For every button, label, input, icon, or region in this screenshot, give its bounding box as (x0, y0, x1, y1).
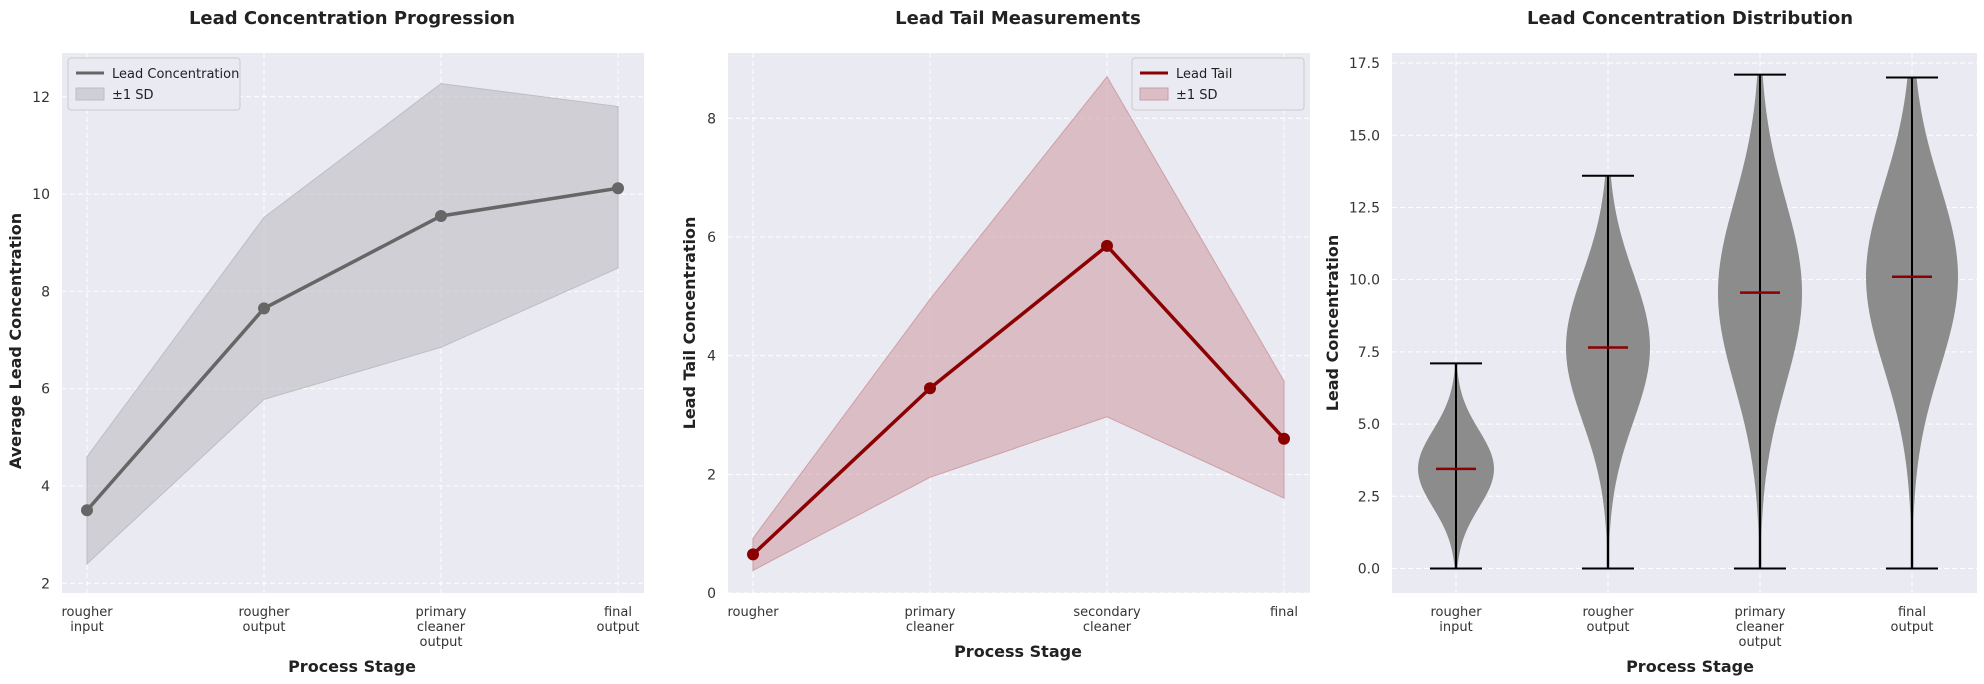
chart-title: Lead Concentration Distribution (1527, 8, 1853, 29)
y-tick-label: 15.0 (1349, 128, 1380, 144)
x-tick-label: cleaner (417, 620, 466, 635)
y-axis-label: Lead Concentration (1323, 235, 1342, 412)
data-point (1278, 432, 1290, 445)
y-tick-label: 12.5 (1349, 200, 1380, 216)
x-tick-label: rougher (1430, 605, 1482, 620)
legend-box (1131, 57, 1305, 111)
y-tick-label: 5.0 (1358, 417, 1380, 433)
series-line (751, 243, 1286, 556)
y-axis-label: Average Lead Concentration (6, 213, 25, 469)
y-tick-label: 10.0 (1349, 273, 1380, 289)
y-axis-label: Lead Tail Concentration (680, 217, 699, 430)
panel-lead-concentration-progression: Lead Concentration Progression Process S… (6, 8, 644, 676)
x-tick-label: final (1270, 605, 1298, 620)
x-axis-label: Process Stage (288, 657, 416, 676)
y-tick-label: 17.5 (1349, 56, 1380, 72)
data-point (81, 504, 93, 517)
x-tick-label: rougher (727, 605, 779, 620)
y-tick-label: 2.5 (1358, 489, 1380, 505)
y-tick-label: 4 (707, 349, 716, 365)
legend-box (67, 57, 241, 111)
x-tick-label: primary (1735, 605, 1786, 620)
data-point (258, 302, 270, 315)
legend-label: Lead Concentration (112, 67, 239, 82)
x-tick-label: output (420, 635, 463, 650)
x-tick-label: input (70, 620, 103, 635)
y-tick-label: 0.0 (1358, 561, 1380, 577)
legend-band-swatch (1139, 87, 1169, 101)
sd-band (86, 83, 619, 565)
x-tick-label: secondary (1073, 605, 1141, 620)
legend-label: ±1 SD (1176, 88, 1218, 103)
panel-lead-concentration-distribution: Lead Concentration Distribution Process … (1323, 8, 1977, 676)
chart-title: Lead Tail Measurements (895, 8, 1141, 29)
legend-band-swatch (75, 87, 105, 101)
x-tick-label: cleaner (906, 620, 955, 635)
x-tick-label: output (597, 620, 640, 635)
x-tick-label: rougher (238, 605, 290, 620)
data-point (435, 209, 447, 222)
y-tick-label: 7.5 (1358, 345, 1380, 361)
x-tick-label: output (1587, 620, 1630, 635)
x-tick-label: primary (416, 605, 467, 620)
x-tick-label: rougher (61, 605, 113, 620)
y-tick-label: 4 (41, 479, 50, 495)
data-point (924, 382, 936, 395)
legend-label: ±1 SD (112, 88, 154, 103)
x-tick-label: cleaner (1736, 620, 1785, 635)
x-tick-label: final (1898, 605, 1926, 620)
y-tick-label: 2 (41, 576, 50, 592)
y-tick-label: 8 (707, 111, 716, 127)
y-tick-label: 8 (41, 284, 50, 300)
chart-title: Lead Concentration Progression (189, 8, 515, 29)
data-point (1101, 239, 1113, 252)
x-tick-label: output (243, 620, 286, 635)
sd-band (752, 75, 1285, 572)
y-tick-label: 0 (707, 586, 716, 602)
x-tick-label: final (604, 605, 632, 620)
y-tick-label: 6 (41, 382, 50, 398)
y-tick-label: 10 (32, 187, 50, 203)
x-tick-label: primary (905, 605, 956, 620)
x-axis-label: Process Stage (1626, 657, 1754, 676)
y-tick-label: 12 (32, 90, 50, 106)
legend: Lead Concentration ±1 SD (67, 57, 241, 111)
x-tick-label: cleaner (1083, 620, 1132, 635)
x-tick-label: output (1891, 620, 1934, 635)
y-tick-label: 2 (707, 467, 716, 483)
panel-lead-tail-measurements: Lead Tail Measurements Process Stage Lea… (680, 8, 1310, 661)
x-tick-label: input (1439, 620, 1472, 635)
x-tick-label: rougher (1582, 605, 1634, 620)
legend: Lead Tail ±1 SD (1131, 57, 1305, 111)
data-point (612, 182, 624, 195)
x-tick-label: output (1739, 635, 1782, 650)
legend-label: Lead Tail (1176, 67, 1232, 82)
series-line (85, 186, 619, 512)
y-tick-label: 6 (707, 230, 716, 246)
data-point (747, 548, 759, 561)
x-axis-label: Process Stage (954, 642, 1082, 661)
